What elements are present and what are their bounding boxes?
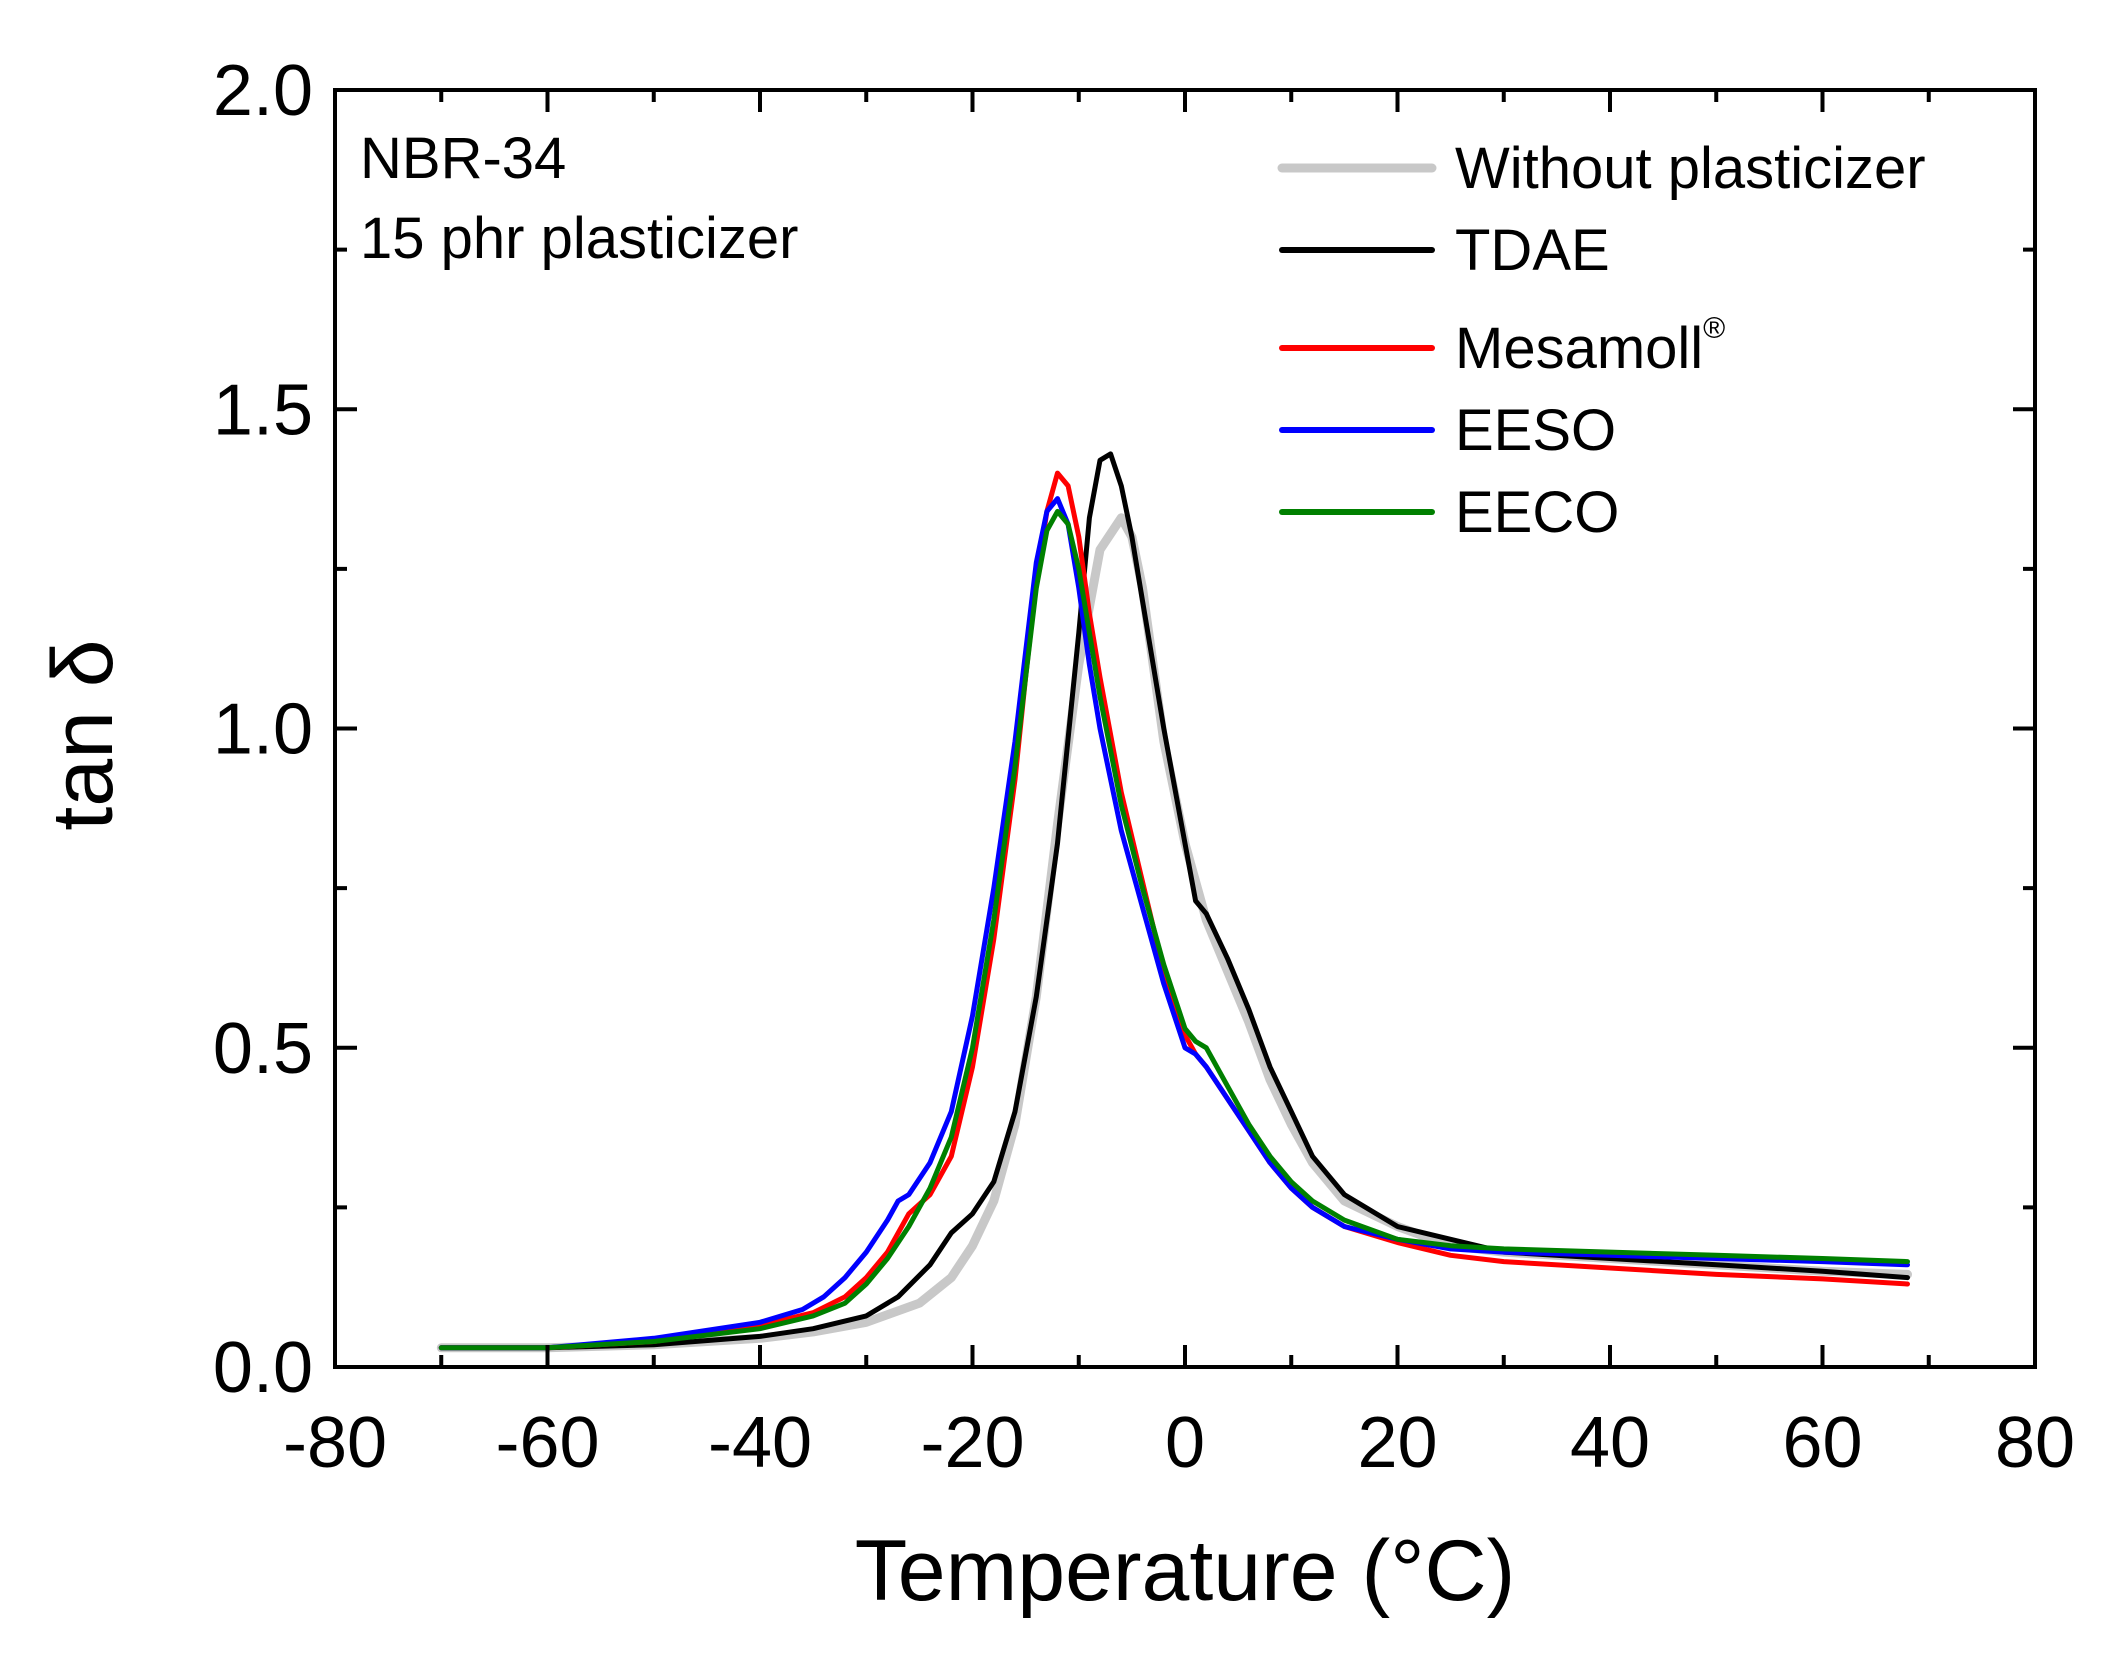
annotation-sample: NBR-34: [360, 126, 566, 191]
legend-label-without-plasticizer: Without plasticizer: [1455, 136, 1926, 201]
y-tick-label: 0.0: [213, 1328, 313, 1408]
x-tick-label: -60: [495, 1403, 599, 1483]
y-tick-label: 0.5: [213, 1009, 313, 1089]
x-tick-label: -40: [708, 1403, 812, 1483]
legend-label-eeso: EESO: [1455, 398, 1616, 463]
registered-mark: ®: [1703, 312, 1725, 345]
series-line-eeco: [438, 508, 1910, 1351]
x-tick-label: 20: [1357, 1403, 1437, 1483]
annotation-loading: 15 phr plasticizer: [360, 206, 798, 271]
x-axis-title: Temperature (°C): [855, 1523, 1515, 1619]
legend-label-mesamoll: Mesamoll®: [1455, 312, 1725, 381]
legend-label-eeco: EECO: [1455, 480, 1619, 545]
x-tick-label: 40: [1570, 1403, 1650, 1483]
ticks-layer: -80 -60 -40 -20 0 20 40 60 80 0.0 0.5 1.0 1.5 2.0: [213, 51, 2075, 1483]
y-tick-label: 2.0: [213, 51, 313, 131]
series-line-tdae: [438, 451, 1910, 1351]
x-tick-label: 60: [1782, 1403, 1862, 1483]
y-axis-title: tan δ: [35, 639, 131, 830]
x-tick-label: -80: [283, 1403, 387, 1483]
legend-label-tdae: TDAE: [1455, 218, 1610, 283]
x-tick-label: -20: [920, 1403, 1024, 1483]
series-line-eeso: [438, 496, 1910, 1351]
legend: Without plasticizer TDAE Mesamoll® EESO EECO: [1277, 136, 1926, 545]
series-layer: [436, 451, 1912, 1353]
y-tick-label: 1.0: [213, 690, 313, 770]
x-tick-label: 80: [1995, 1403, 2075, 1483]
y-tick-label: 1.5: [213, 370, 313, 450]
x-tick-label: 0: [1165, 1403, 1205, 1483]
